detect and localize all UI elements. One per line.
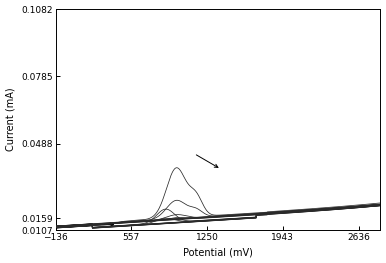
X-axis label: Potential (mV): Potential (mV) xyxy=(183,247,253,257)
Y-axis label: Current (mA): Current (mA) xyxy=(5,88,15,151)
